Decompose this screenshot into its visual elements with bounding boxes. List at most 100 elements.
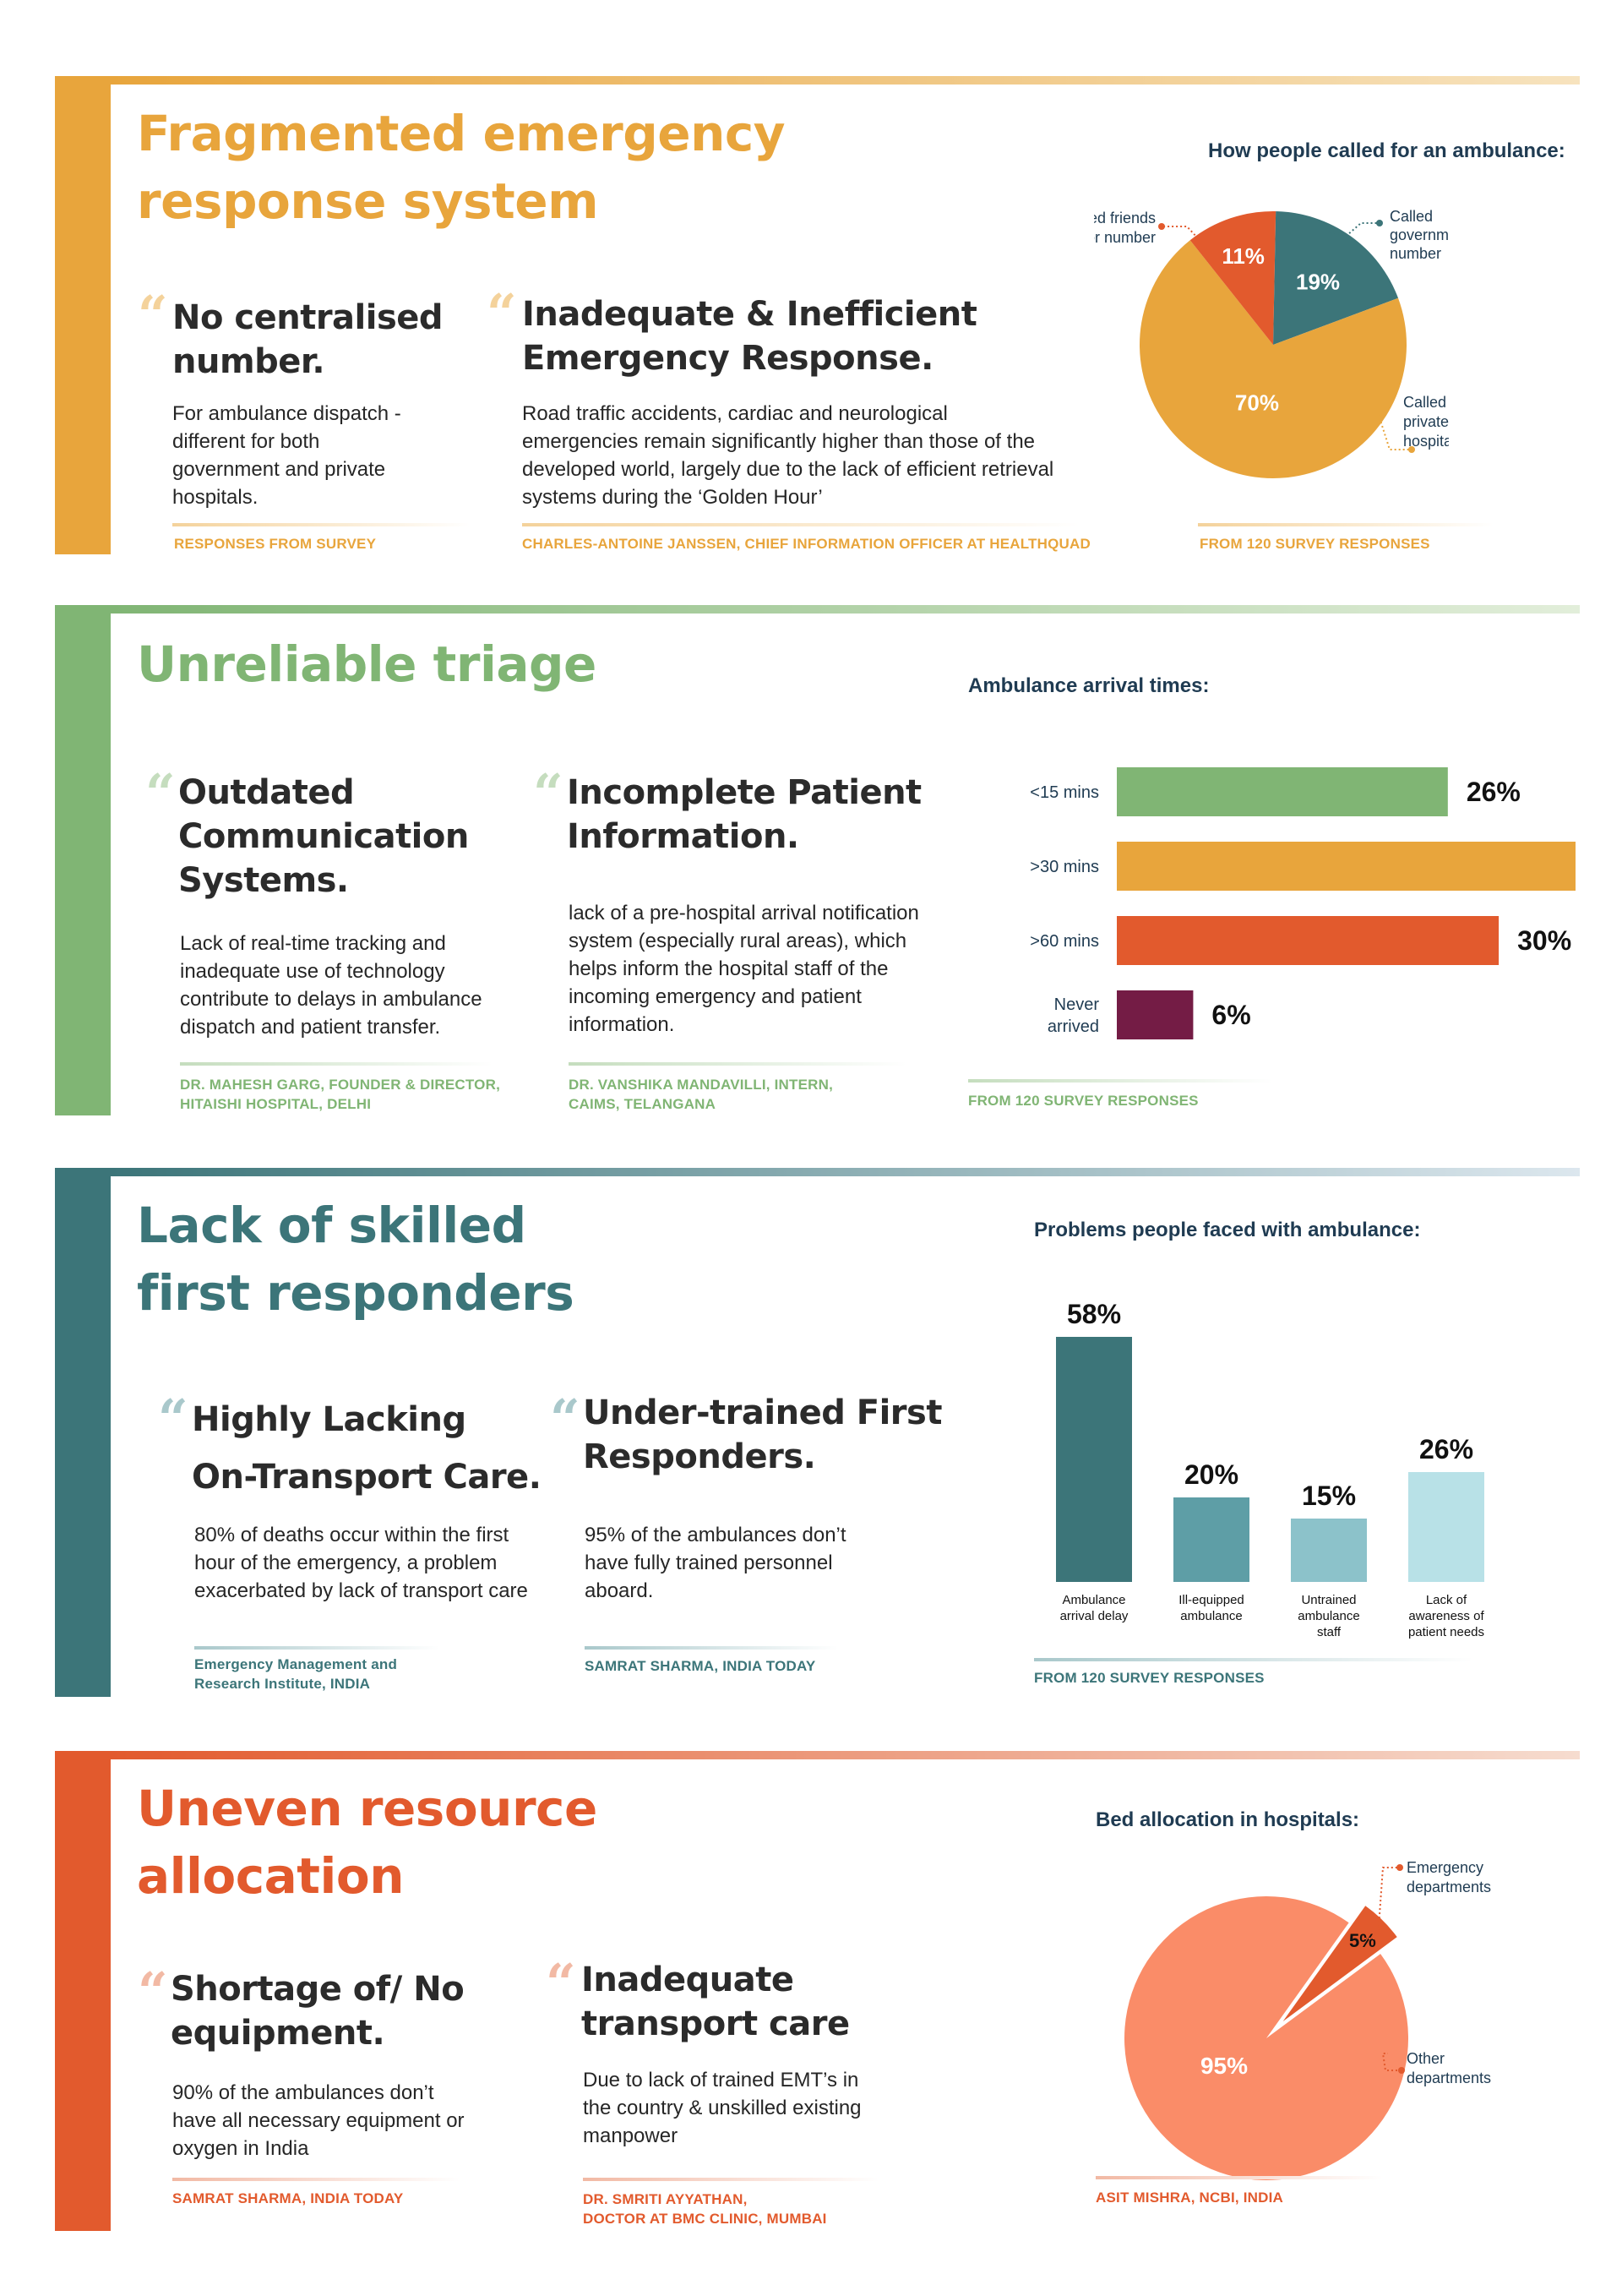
leader-dot bbox=[1396, 1864, 1403, 1871]
card-body: For ambulance dispatch - different for b… bbox=[172, 402, 401, 509]
pie-value-label: 11% bbox=[1222, 243, 1265, 269]
card-source: SAMRAT SHARMA, INDIA TODAY bbox=[585, 1658, 816, 1674]
source-divider bbox=[583, 2178, 879, 2181]
bar-category-label: Lack of bbox=[1426, 1593, 1467, 1607]
pie-slice bbox=[1124, 1896, 1408, 2180]
source-divider bbox=[194, 1646, 439, 1650]
bar-value-label: 58% bbox=[1067, 1299, 1121, 1329]
section-title: Fragmented emergency response system bbox=[137, 105, 786, 230]
card-heading: No centralised number. bbox=[172, 298, 444, 381]
section-lack-of-skilled-responders: Lack of skilled first responders “ Highly… bbox=[55, 1168, 1580, 1697]
bar-value-label: 6% bbox=[1211, 1000, 1250, 1030]
pie-category-label: private bbox=[1403, 413, 1449, 430]
bar-chart-ambulance-problems: 58% Ambulance arrival delay 20% Ill-equipped… bbox=[1056, 1299, 1484, 1639]
leader-line bbox=[1364, 1867, 1400, 1939]
section-top-rule bbox=[111, 1751, 1580, 1759]
section-title: Uneven resource allocation bbox=[137, 1780, 597, 1905]
pie-category-label: number bbox=[1390, 245, 1441, 262]
pie-slice bbox=[1273, 211, 1399, 345]
chart-title: Bed allocation in hospitals: bbox=[1096, 1808, 1360, 1831]
card-source: DR. SMRITI AYYATHAN, DOCTOR AT BMC CLINIC… bbox=[583, 2191, 827, 2227]
bar-category-label: arrival delay bbox=[1060, 1609, 1129, 1623]
quote-mark-icon: “ bbox=[158, 1388, 188, 1449]
bar bbox=[1117, 842, 1576, 891]
section-uneven-resource-allocation: Uneven resource allocation “ Shortage of/… bbox=[55, 1751, 1580, 2231]
section-accent-bar bbox=[55, 76, 111, 554]
card-body: 80% of deaths occur within the first hou… bbox=[194, 1524, 528, 1602]
section-accent-bar bbox=[55, 605, 111, 1115]
leader-line bbox=[1162, 226, 1199, 239]
section-top-rule bbox=[111, 1168, 1580, 1176]
card-body: lack of a pre-hospital arrival notificat… bbox=[569, 902, 919, 1036]
card-heading: Shortage of/ No equipment. bbox=[171, 1970, 465, 2053]
card-body: 95% of the ambulances don’t have fully t… bbox=[585, 1524, 846, 1602]
section-fragmented-response: Fragmented emergency response system “ No… bbox=[55, 76, 1580, 554]
bar-category-label: Untrained bbox=[1301, 1593, 1356, 1607]
chart-source: ASIT MISHRA, NCBI, INDIA bbox=[1096, 2190, 1284, 2206]
card-heading: Inadequate transport care bbox=[581, 1961, 850, 2043]
card-source: DR. MAHESH GARG, FOUNDER & DIRECTOR, HITA… bbox=[180, 1077, 501, 1112]
bar-value-label: 26% bbox=[1419, 1434, 1473, 1464]
quote-mark-icon: “ bbox=[546, 1952, 576, 2014]
bar-category-label: arrived bbox=[1048, 1017, 1099, 1036]
pie-slice bbox=[1282, 1906, 1397, 2022]
section-accent-bar bbox=[55, 1168, 111, 1697]
bar-category-label: staff bbox=[1317, 1625, 1342, 1639]
card-source: DR. VANSHIKA MANDAVILLI, INTERN, CAIMS, T… bbox=[569, 1077, 834, 1112]
bar-category-label: Never bbox=[1054, 995, 1100, 1014]
bar-value-label: 30% bbox=[1517, 925, 1571, 956]
source-divider bbox=[569, 1062, 906, 1066]
source-divider bbox=[172, 2178, 460, 2181]
section-top-rule bbox=[111, 76, 1580, 85]
section-accent-bar bbox=[55, 1751, 111, 2231]
pie-category-label: Asked friends bbox=[1094, 210, 1156, 226]
section-unreliable-triage: Unreliable triage “ Outdated Communicatio… bbox=[55, 605, 1580, 1115]
card-body: Road traffic accidents, cardiac and neur… bbox=[522, 402, 1054, 509]
bar-category-label: >60 mins bbox=[1030, 932, 1099, 951]
quote-mark-icon: “ bbox=[138, 1961, 168, 2022]
card-source: CHARLES-ANTOINE JANSSEN, CHIEF INFORMATI… bbox=[522, 536, 1091, 552]
pie-chart-call-method: 19%70%11%CalledgovernmentnumberCalledpri… bbox=[1094, 208, 1449, 478]
card-heading: Highly Lacking On-Transport Care. bbox=[192, 1400, 542, 1497]
pie-category-label: for number bbox=[1094, 229, 1156, 246]
card-heading: Incomplete Patient Information. bbox=[567, 773, 922, 856]
leader-line bbox=[1328, 222, 1380, 237]
leader-dot bbox=[1376, 220, 1383, 226]
card-heading: Inadequate & Inefficient Emergency Respon… bbox=[522, 295, 977, 378]
card-body: Lack of real-time tracking and inadequat… bbox=[180, 932, 482, 1039]
quote-mark-icon: “ bbox=[487, 282, 517, 344]
section-top-rule bbox=[111, 605, 1580, 614]
bar bbox=[1408, 1472, 1484, 1582]
chart-title: Ambulance arrival times: bbox=[968, 674, 1210, 697]
chart-source: FROM 120 SURVEY RESPONSES bbox=[968, 1093, 1199, 1109]
leader-dot bbox=[1398, 2067, 1405, 2074]
card-body: Due to lack of trained EMT’s in the coun… bbox=[583, 2069, 862, 2147]
source-divider bbox=[1198, 523, 1494, 526]
source-divider bbox=[585, 1646, 838, 1650]
bar-value-label: 26% bbox=[1467, 777, 1521, 807]
pie-value-label: 5% bbox=[1349, 1930, 1376, 1951]
pie-category-label: Emergency bbox=[1407, 1861, 1483, 1876]
bar-value-label: 15% bbox=[1302, 1481, 1356, 1511]
quote-mark-icon: “ bbox=[145, 762, 176, 824]
bar bbox=[1117, 916, 1500, 965]
section-title: Lack of skilled first responders bbox=[137, 1197, 574, 1322]
pie-category-label: departments bbox=[1407, 2070, 1491, 2086]
chart-title: How people called for an ambulance: bbox=[1208, 139, 1565, 162]
source-divider bbox=[172, 523, 470, 526]
quote-mark-icon: “ bbox=[533, 762, 563, 824]
bar-category-label: patient needs bbox=[1408, 1625, 1484, 1639]
pie-category-label: departments bbox=[1407, 1879, 1491, 1895]
source-divider bbox=[1034, 1658, 1473, 1661]
source-divider bbox=[180, 1062, 493, 1066]
bar bbox=[1173, 1497, 1249, 1582]
quote-mark-icon: “ bbox=[550, 1388, 580, 1449]
card-heading: Outdated Communication Systems. bbox=[178, 773, 469, 900]
bar-category-label: awareness of bbox=[1408, 1609, 1484, 1623]
pie-value-label: 19% bbox=[1296, 269, 1340, 294]
source-divider bbox=[522, 523, 1080, 526]
quote-mark-icon: “ bbox=[138, 284, 168, 346]
section-title: Unreliable triage bbox=[137, 635, 596, 693]
pie-category-label: hospitals bbox=[1403, 433, 1449, 450]
